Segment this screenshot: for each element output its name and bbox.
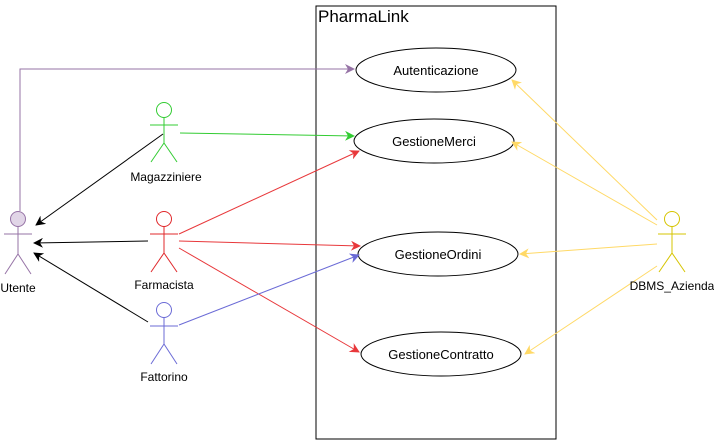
- edge-dbms-gestione-ordini: [519, 243, 658, 259]
- use-case-gestione-ordini[interactable]: GestioneOrdini: [357, 231, 519, 277]
- system-boundary: PharmaLink: [315, 5, 557, 440]
- use-case-gestione-merci[interactable]: GestioneMerci: [353, 118, 515, 164]
- edge-dbms-gestione-contratto: [524, 265, 658, 355]
- edge-magazziniere-gestione-merci: [179, 130, 355, 141]
- actor-fattorino[interactable]: Fattorino: [140, 302, 188, 385]
- actor-label: DBMS_Azienda: [630, 279, 714, 293]
- use-case-gestione-contratto[interactable]: GestioneContratto: [360, 331, 522, 377]
- edge-utente-autenticazione: [19, 64, 355, 211]
- edge-magazziniere-utente: [35, 133, 164, 226]
- edge-fattorino-gestione-ordini: [178, 253, 360, 326]
- edges: [19, 64, 658, 355]
- use-case-label: Autenticazione: [393, 63, 478, 78]
- actor-dbms-azienda[interactable]: DBMS_Azienda: [630, 211, 714, 294]
- actor-label: Fattorino: [140, 370, 188, 384]
- use-case-autenticazione[interactable]: Autenticazione: [355, 47, 517, 93]
- actor-utente[interactable]: Utente: [0, 211, 36, 296]
- stick-figure-icon: [150, 302, 178, 365]
- actor-label: Magazziniere: [130, 170, 202, 184]
- use-case-label: GestioneContratto: [388, 347, 494, 362]
- edge-dbms-autenticazione: [511, 79, 658, 221]
- use-case-label: GestioneMerci: [392, 134, 476, 149]
- stick-figure-icon: [150, 211, 178, 273]
- use-case-label: GestioneOrdini: [395, 247, 482, 262]
- edge-farmacista-gestione-merci: [178, 150, 360, 235]
- edge-fattorino-utente: [33, 252, 149, 323]
- system-title: PharmaLink: [318, 7, 409, 26]
- actor-magazziniere[interactable]: Magazziniere: [130, 102, 202, 185]
- stick-figure-icon: [658, 211, 686, 273]
- actor-label: Farmacista: [134, 278, 194, 292]
- stick-figure-icon: [4, 211, 32, 275]
- edge-farmacista-gestione-ordini: [178, 240, 361, 251]
- actor-label: Utente: [0, 281, 36, 295]
- actor-farmacista[interactable]: Farmacista: [134, 211, 194, 293]
- edge-farmacista-gestione-contratto: [178, 247, 360, 353]
- stick-figure-icon: [150, 102, 178, 163]
- edge-dbms-gestione-merci: [511, 141, 658, 226]
- edge-farmacista-utente: [33, 237, 149, 248]
